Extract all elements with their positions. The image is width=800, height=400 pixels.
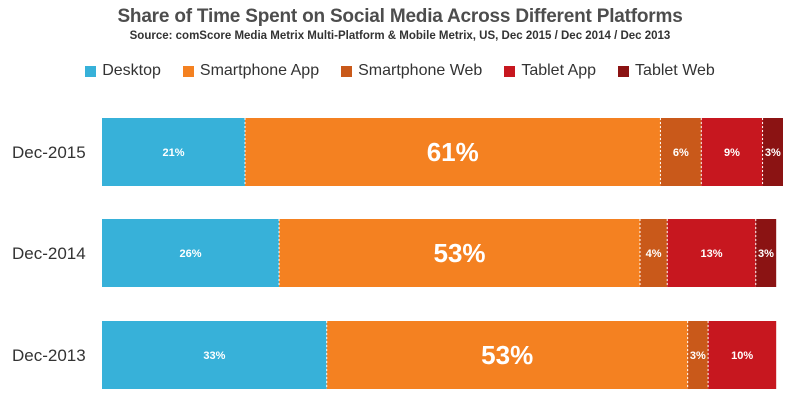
data-label-smartphone-app-dec-2013: 53% — [481, 340, 533, 370]
legend-label-tablet-web: Tablet Web — [635, 62, 715, 79]
legend-swatch-smartphone-app — [182, 65, 194, 77]
legend-item-smartphone-app: Smartphone App — [182, 62, 320, 80]
data-label-smartphone-web-dec-2014: 4% — [646, 248, 662, 260]
bar-smartphone-web-dec-2013 — [687, 321, 709, 389]
data-label-tablet-app-dec-2015: 9% — [724, 147, 740, 159]
bar-tablet-app-dec-2013 — [708, 321, 777, 389]
data-label-tablet-web-dec-2014: 3% — [758, 248, 774, 260]
data-label-smartphone-web-dec-2015: 6% — [673, 147, 689, 159]
data-label-desktop-dec-2013: 33% — [203, 350, 225, 362]
data-label-smartphone-app-dec-2015: 61% — [427, 137, 479, 167]
legend-swatch-tablet-web — [618, 65, 630, 77]
data-label-smartphone-app-dec-2014: 53% — [434, 238, 486, 268]
legend-label-smartphone-web: Smartphone Web — [358, 62, 483, 79]
bar-desktop-dec-2014 — [102, 219, 280, 287]
bar-tablet-app-dec-2015 — [701, 118, 763, 186]
data-label-tablet-app-dec-2014: 13% — [700, 248, 722, 260]
category-label-dec-2014: Dec-2014 — [12, 244, 86, 263]
data-label-desktop-dec-2015: 21% — [162, 147, 184, 159]
legend-label-tablet-app: Tablet App — [521, 62, 597, 79]
data-label-tablet-web-dec-2015: 3% — [765, 147, 781, 159]
legend-label-desktop: Desktop — [102, 62, 161, 79]
bar-smartphone-web-dec-2015 — [660, 118, 702, 186]
chart-subtitle: Source: comScore Media Metrix Multi-Plat… — [129, 30, 671, 42]
bar-tablet-web-dec-2015 — [762, 118, 783, 186]
bar-tablet-web-dec-2014 — [755, 219, 777, 287]
data-label-tablet-app-dec-2013: 10% — [731, 350, 753, 362]
legend-swatch-tablet-app — [504, 65, 516, 77]
legend-item-tablet-web: Tablet Web — [618, 62, 715, 80]
chart-title: Share of Time Spent on Social Media Acro… — [117, 6, 683, 27]
legend-swatch-smartphone-web — [341, 65, 353, 77]
data-label-desktop-dec-2014: 26% — [180, 248, 202, 260]
data-label-smartphone-web-dec-2013: 3% — [690, 350, 706, 362]
legend-swatch-desktop — [85, 65, 97, 77]
bar-desktop-dec-2013 — [102, 321, 327, 389]
bar-smartphone-app-dec-2015 — [245, 118, 661, 186]
legend-item-smartphone-web: Smartphone Web — [341, 62, 482, 80]
bar-smartphone-app-dec-2014 — [279, 219, 640, 287]
bar-tablet-app-dec-2014 — [667, 219, 756, 287]
legend-item-desktop: Desktop — [85, 62, 161, 80]
category-label-dec-2013: Dec-2013 — [12, 346, 86, 365]
bar-smartphone-app-dec-2013 — [326, 321, 688, 389]
legend-item-tablet-app: Tablet App — [504, 62, 596, 80]
chart-legend: Desktop Smartphone App Smartphone Web Ta… — [0, 62, 800, 80]
bar-desktop-dec-2015 — [102, 118, 246, 186]
bar-smartphone-web-dec-2014 — [639, 219, 668, 287]
legend-label-smartphone-app: Smartphone App — [199, 62, 320, 79]
category-label-dec-2015: Dec-2015 — [12, 143, 86, 162]
